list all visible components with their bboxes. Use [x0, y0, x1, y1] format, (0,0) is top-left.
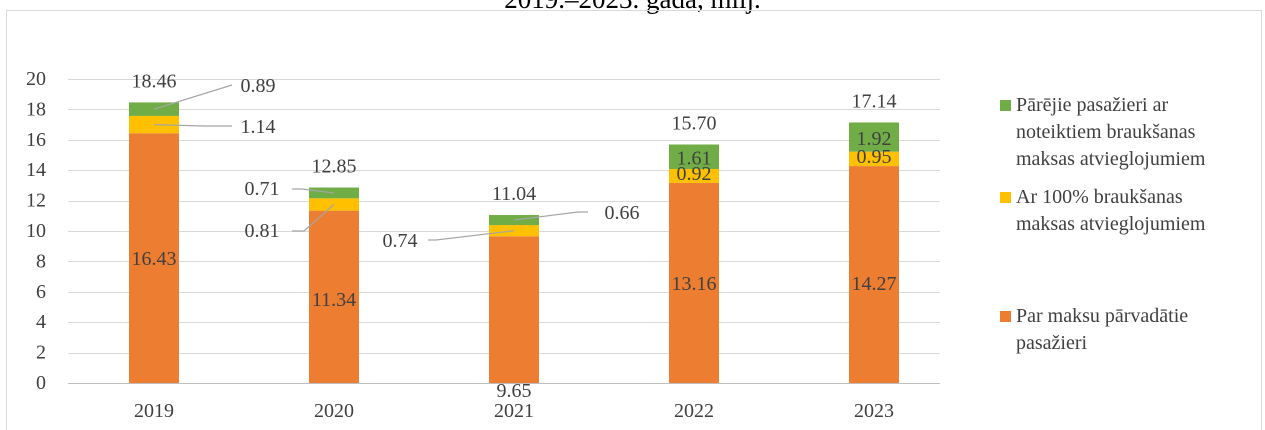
value-label: 0.89 — [241, 75, 276, 97]
x-axis: 2019 2020 2021 2022 2023 — [134, 400, 894, 422]
value-label: 0.66 — [605, 202, 640, 224]
bar-segment — [129, 133, 179, 383]
legend-line: Par maksu pārvadātie — [1016, 305, 1189, 327]
chart-border — [6, 10, 1262, 430]
y-tick-label: 2 — [36, 342, 46, 364]
legend-line: Pārējie pasažieri ar — [1016, 94, 1169, 116]
legend-line: noteiktiem braukšanas — [1016, 121, 1196, 143]
value-label: 1.92 — [857, 128, 892, 150]
leader-line — [153, 84, 233, 110]
bar-segment — [309, 210, 359, 383]
x-tick-label: 2023 — [854, 400, 894, 422]
value-label: 0.74 — [383, 230, 418, 252]
legend-line: pasažieri — [1016, 332, 1088, 354]
legend-line: Ar 100% braukšanas — [1016, 186, 1183, 208]
y-tick-label: 14 — [26, 159, 46, 181]
bar-stack-2022 — [669, 144, 719, 383]
value-label: 16.43 — [132, 248, 177, 270]
bar-segment — [669, 168, 719, 183]
y-tick-label: 18 — [26, 98, 46, 120]
legend-swatch-100pct — [1000, 192, 1011, 203]
y-tick-label: 8 — [36, 250, 46, 272]
leader-line — [292, 204, 335, 232]
legend-swatch-other — [1000, 100, 1011, 111]
y-tick-label: 16 — [26, 129, 46, 151]
bar-segment — [129, 115, 179, 134]
value-label: 1.61 — [677, 148, 712, 170]
value-label: 0.95 — [857, 146, 892, 168]
y-tick-label: 10 — [26, 220, 46, 242]
data-labels: 18.46 12.85 11.04 15.70 17.14 16.43 11.34 9.65 1… — [132, 70, 897, 402]
leader-line — [428, 230, 515, 241]
value-label: 1.14 — [241, 116, 276, 138]
bar-stack-2023 — [849, 122, 899, 383]
y-tick-label: 20 — [26, 68, 46, 90]
value-label: 9.65 — [497, 380, 532, 402]
y-tick-label: 12 — [26, 190, 46, 212]
y-tick-label: 6 — [36, 281, 46, 303]
legend-swatch-paid — [1000, 311, 1011, 322]
legend-line: maksas atvieglojumiem — [1016, 213, 1206, 235]
legend-label-100pct: Ar 100% braukšanas maksas atvieglojumiem — [1016, 184, 1260, 238]
leader-line — [292, 188, 335, 194]
bar-segment — [489, 236, 539, 383]
value-label: 14.27 — [852, 273, 897, 295]
bar-segment — [669, 144, 719, 169]
legend-line: maksas atvieglojumiem — [1016, 148, 1206, 170]
bar-stack-2019 — [129, 102, 179, 383]
value-label: 0.71 — [245, 178, 280, 200]
total-label: 11.04 — [492, 183, 536, 205]
x-tick-label: 2020 — [314, 400, 354, 422]
value-label: 0.81 — [245, 220, 280, 242]
bars — [129, 102, 899, 383]
bar-segment — [849, 166, 899, 383]
x-tick-label: 2019 — [134, 400, 174, 422]
legend-label-paid: Par maksu pārvadātie pasažieri — [1016, 303, 1260, 357]
bar-segment — [669, 182, 719, 383]
leader-line — [153, 124, 232, 127]
total-label: 18.46 — [132, 70, 177, 92]
bar-segment — [849, 122, 899, 152]
total-label: 17.14 — [852, 90, 897, 112]
value-label: 0.92 — [677, 163, 712, 185]
bar-stack-2020 — [309, 187, 359, 383]
value-label: 13.16 — [672, 273, 717, 295]
y-axis: 0 2 4 6 8 10 12 14 16 18 20 — [26, 68, 46, 394]
x-tick-label: 2022 — [674, 400, 714, 422]
total-label: 12.85 — [312, 156, 357, 178]
y-tick-label: 4 — [36, 311, 46, 333]
leader-line — [513, 211, 588, 221]
value-label: 11.34 — [312, 289, 356, 311]
bar-segment — [849, 151, 899, 167]
legend-label-other: Pārējie pasažieri ar noteiktiem braukšan… — [1016, 92, 1260, 173]
y-tick-label: 0 — [36, 372, 46, 394]
leader-lines — [153, 84, 588, 241]
legend: Pārējie pasažieri ar noteiktiem braukšan… — [1000, 0, 1260, 430]
bar-stack-2021 — [489, 215, 539, 383]
x-tick-label: 2021 — [494, 400, 534, 422]
bar-segment — [309, 187, 359, 199]
total-label: 15.70 — [672, 112, 717, 134]
